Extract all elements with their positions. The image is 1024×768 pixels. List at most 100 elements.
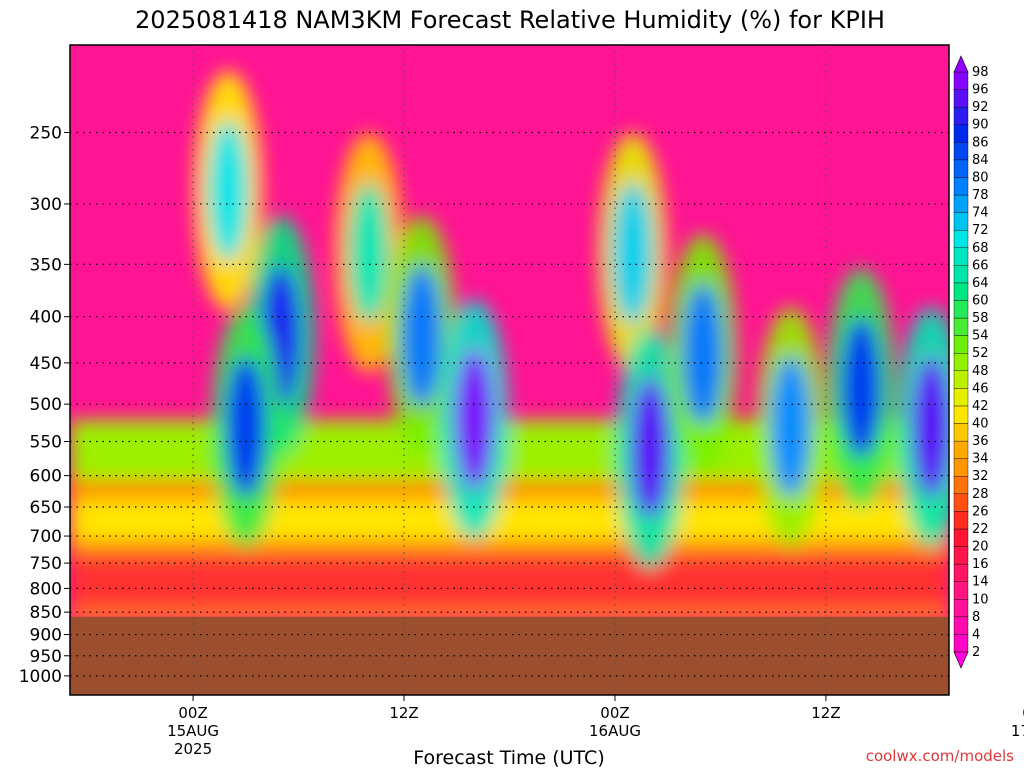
colorbar-segment (953, 124, 969, 143)
rh-feature (999, 364, 1024, 504)
colorbar-segment (953, 599, 969, 618)
colorbar-segment (953, 335, 969, 354)
colorbar-min-arrow (953, 651, 969, 669)
colorbar-label: 68 (972, 241, 989, 256)
colorbar-segment (953, 317, 969, 336)
rh-feature (630, 378, 671, 519)
colorbar-segment (953, 405, 969, 424)
colorbar-segment (953, 159, 969, 178)
colorbar-segment (953, 353, 969, 371)
colorbar-segment (953, 634, 969, 653)
colorbar-segment (953, 581, 969, 600)
y-tick-label: 300 (30, 195, 62, 215)
plot-area (70, 45, 1024, 695)
y-axis-ticks: 250 300 350 400 450 500 550 600 650 700 750 800 850 9… (19, 123, 70, 687)
colorbar-segment (953, 229, 969, 248)
colorbar-label: 86 (972, 135, 989, 150)
colorbar-label: 40 (972, 417, 989, 432)
colorbar-segment (953, 265, 969, 284)
x-tick-label: 00Z17AUG (1011, 704, 1024, 740)
colorbar-label: 2 (972, 645, 980, 660)
colorbar-label: 22 (972, 522, 989, 537)
rh-feature (770, 357, 811, 498)
rh-feature (208, 120, 249, 261)
colorbar-label: 32 (972, 469, 989, 484)
y-tick-label: 800 (30, 579, 62, 599)
colorbar-segment (953, 511, 969, 530)
colorbar-label: 26 (972, 504, 989, 519)
colorbar-label: 46 (972, 381, 989, 396)
colorbar-segment (953, 423, 969, 442)
colorbar-segment (953, 528, 969, 547)
y-tick-label: 950 (30, 647, 62, 667)
y-tick-label: 1000 (19, 667, 62, 687)
colorbar-label: 8 (972, 610, 980, 625)
x-tick-label: 12Z (811, 704, 840, 722)
colorbar-label: 34 (972, 452, 989, 467)
credit-text: coolwx.com/models (866, 747, 1014, 765)
y-tick-label: 450 (30, 354, 62, 374)
y-tick-label: 550 (30, 433, 62, 453)
rh-feature (682, 284, 723, 425)
rh-feature (911, 357, 949, 497)
colorbar-label: 16 (972, 557, 989, 572)
colorbar-segment (953, 440, 969, 459)
colorbar-label: 64 (972, 276, 989, 291)
colorbar-label: 78 (972, 188, 989, 203)
y-tick-label: 850 (30, 603, 62, 623)
rh-feature (841, 318, 882, 459)
y-tick-label: 650 (30, 498, 62, 518)
x-axis-label: Forecast Time (UTC) (413, 747, 604, 768)
colorbar-label: 36 (972, 434, 989, 449)
colorbar-segment (953, 212, 969, 231)
colorbar-segment (953, 458, 969, 477)
colorbar-label: 84 (972, 153, 989, 168)
y-tick-label: 900 (30, 626, 62, 646)
colorbar-segment (953, 476, 969, 495)
colorbar-label: 58 (972, 311, 989, 326)
colorbar-segment (953, 616, 969, 635)
colorbar-segment (953, 563, 969, 582)
colorbar-label: 14 (972, 575, 989, 590)
colorbar-label: 74 (972, 206, 989, 221)
colorbar-max-arrow (953, 55, 969, 73)
colorbar-label: 72 (972, 223, 989, 238)
colorbar: 2481014162022262832343640424648525458606… (953, 55, 989, 669)
y-tick-label: 500 (30, 395, 62, 415)
colorbar-segment (953, 71, 969, 90)
colorbar-segment (953, 493, 969, 512)
colorbar-segment (953, 142, 969, 161)
colorbar-label: 28 (972, 487, 989, 502)
colorbar-label: 90 (972, 118, 989, 133)
colorbar-segment (953, 546, 969, 565)
rh-feature-halo (985, 314, 1024, 554)
rh-field (70, 70, 1024, 620)
colorbar-segment (953, 89, 969, 108)
rh-features (194, 70, 1024, 569)
y-tick-label: 350 (30, 255, 62, 275)
colorbar-label: 48 (972, 364, 989, 379)
colorbar-label: 42 (972, 399, 989, 414)
colorbar-label: 52 (972, 346, 989, 361)
y-tick-label: 700 (30, 527, 62, 547)
rh-feature (454, 349, 495, 490)
colorbar-label: 98 (972, 65, 989, 80)
colorbar-label: 96 (972, 83, 989, 98)
colorbar-label: 60 (972, 293, 989, 308)
x-tick-label: 00Z 15AUG 2025 (167, 704, 219, 758)
colorbar-segment (953, 370, 969, 389)
y-tick-label: 600 (30, 467, 62, 487)
colorbar-segment (953, 388, 969, 407)
y-tick-label: 750 (30, 554, 62, 574)
colorbar-label: 92 (972, 100, 989, 115)
colorbar-label: 66 (972, 258, 989, 273)
colorbar-label: 80 (972, 170, 989, 185)
rh-band-yellow (70, 500, 949, 540)
rh-feature (612, 182, 653, 323)
rh-band-low (70, 555, 949, 610)
colorbar-label: 20 (972, 540, 989, 555)
rh-feature (225, 357, 266, 498)
colorbar-segment (953, 282, 969, 301)
